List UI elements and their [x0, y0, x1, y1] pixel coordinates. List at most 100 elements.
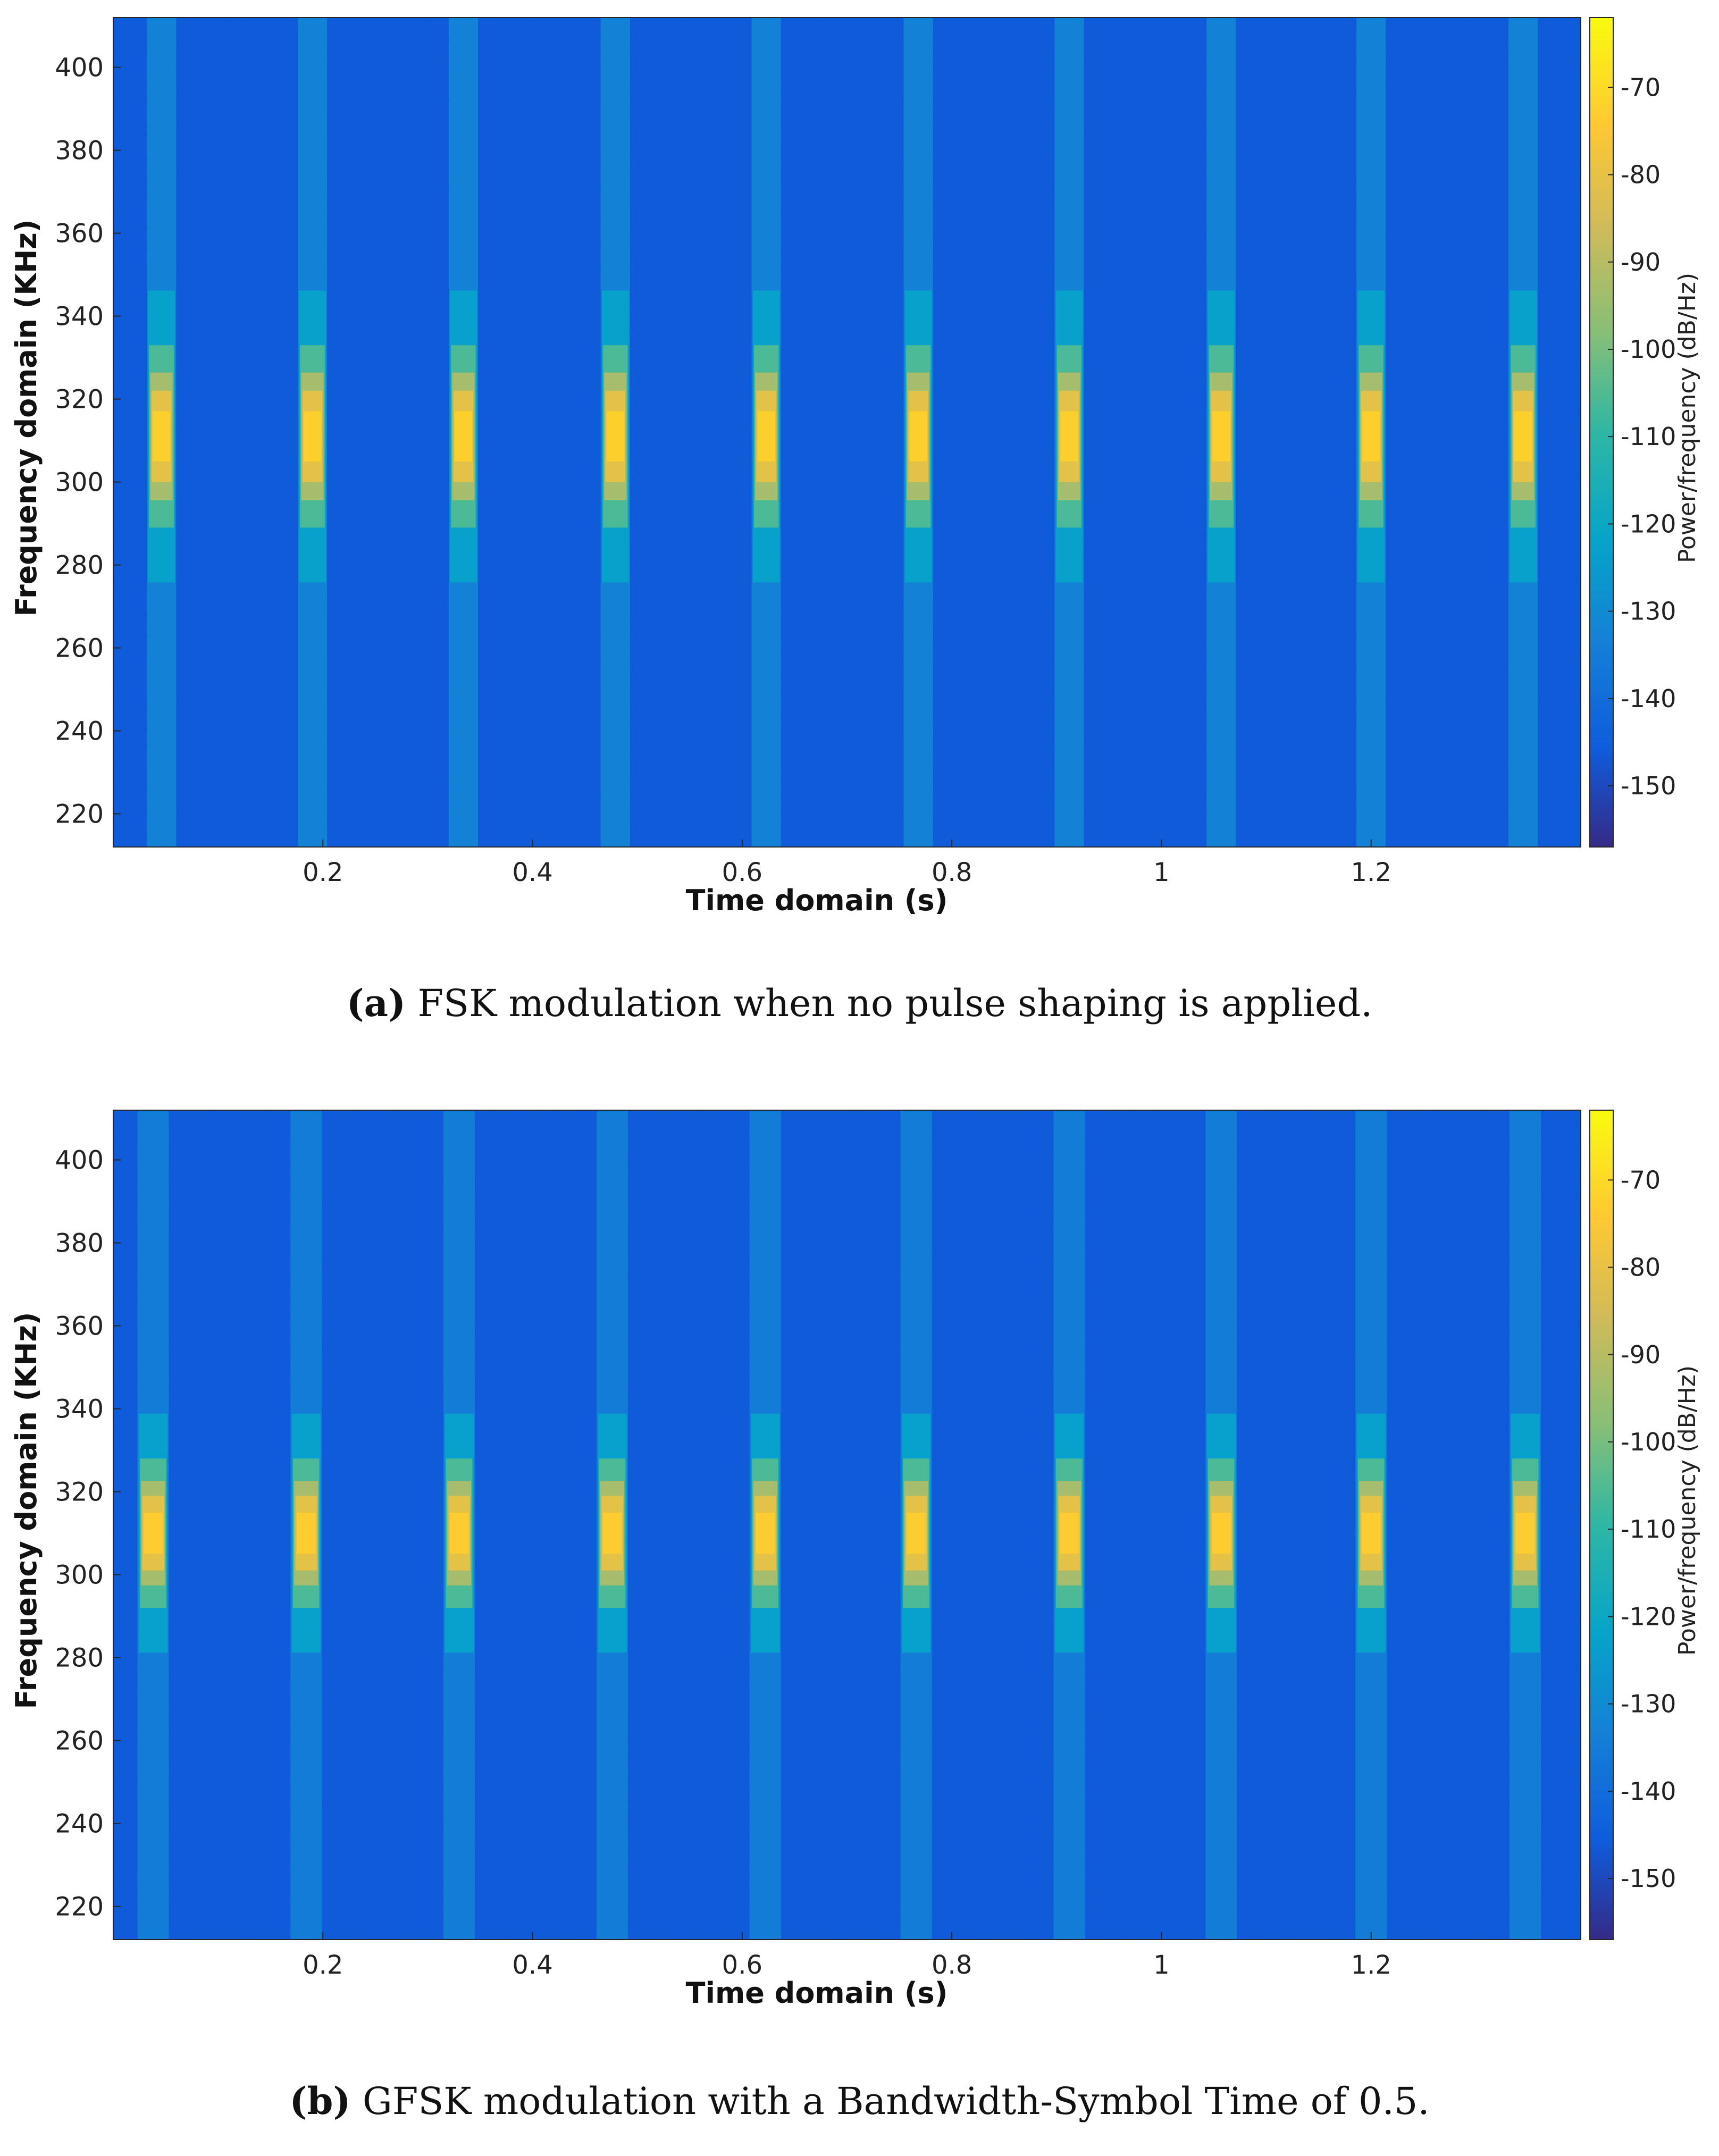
burst-7-layer-5 [1060, 411, 1078, 462]
burst-8-layer-5 [1212, 1512, 1231, 1554]
y-tick-label-8: 380 [55, 1229, 104, 1259]
caption-label-b: (b) [289, 2079, 351, 2123]
colorbar-gradient [1589, 1110, 1614, 1940]
y-tick-label-5: 320 [55, 385, 104, 415]
burst-6-layer-5 [909, 411, 927, 462]
burst-10 [1508, 18, 1538, 847]
burst-4 [600, 18, 630, 847]
burst-1 [137, 1110, 169, 1940]
burst-4-layer-5 [606, 411, 624, 462]
spectrogram-panel-a: 220 240 260 280 300 320 340 360 380 400 0.2 0.4 0.6… [0, 0, 1719, 1063]
x-tick-label-4: 1 [1153, 858, 1170, 887]
caption-text-a: FSK modulation when no pulse shaping is … [417, 981, 1373, 1025]
burst-8-layer-5 [1212, 411, 1230, 462]
y-axis-ticks-b: 220 240 260 280 300 320 340 360 380 400 [55, 1146, 121, 1922]
plot-area-a [113, 17, 1581, 848]
burst-9-layer-5 [1362, 411, 1380, 462]
burst-1-layer-5 [153, 411, 171, 462]
burst-7 [1053, 1110, 1085, 1940]
burst-7-layer-5 [1060, 1512, 1079, 1554]
y-tick-label-6: 340 [55, 1395, 104, 1424]
burst-9 [1356, 18, 1386, 847]
x-tick-label-3: 0.8 [932, 858, 972, 887]
burst-6 [900, 1110, 932, 1940]
burst-4-layer-5 [602, 1512, 622, 1554]
y-tick-label-8: 380 [55, 136, 104, 166]
burst-10 [1509, 1110, 1541, 1940]
plot-frame [113, 1110, 1581, 1940]
x-tick-label-2: 0.6 [722, 1950, 762, 1980]
burst-2-layer-5 [304, 411, 322, 462]
y-tick-label-4: 300 [55, 1561, 104, 1590]
burst-2 [297, 18, 328, 847]
x-axis-label-a: Time domain (s) [686, 884, 948, 917]
spectrogram-panel-b: 220 240 260 280 300 320 340 360 380 400 0.2 0.4 0.6… [0, 1093, 1719, 2156]
colorbar-tick-label-3: -100 [1621, 1428, 1676, 1456]
burst-10-layer-5 [1514, 411, 1532, 462]
x-tick-label-1: 0.4 [512, 1950, 552, 1980]
colorbar-tick-label-3: -100 [1621, 335, 1676, 364]
colorbar-tick-label-8: -150 [1621, 1864, 1676, 1893]
y-tick-label-3: 280 [55, 1643, 104, 1673]
x-axis-ticks-a: 0.2 0.4 0.6 0.8 1 1.2 [303, 840, 1391, 887]
y-axis-ticks-a: 220 240 260 280 300 320 340 360 380 400 [55, 53, 121, 829]
y-tick-label-7: 360 [55, 219, 104, 249]
colorbar-tick-label-7: -140 [1621, 1777, 1676, 1806]
burst-5 [749, 1110, 781, 1940]
x-tick-label-0: 0.2 [303, 858, 343, 887]
y-tick-label-4: 300 [55, 468, 104, 498]
x-tick-label-5: 1.2 [1351, 858, 1391, 887]
colorbar-label-b: Power/frequency (dB/Hz) [1674, 1365, 1701, 1656]
y-tick-label-2: 260 [55, 634, 104, 664]
x-axis-ticks-b: 0.2 0.4 0.6 0.8 1 1.2 [303, 1932, 1391, 1980]
y-tick-label-7: 360 [55, 1312, 104, 1341]
caption-b: (b) GFSK modulation with a Bandwidth-Sym… [0, 2079, 1719, 2123]
caption-text-b: GFSK modulation with a Bandwidth-Symbol … [362, 2079, 1430, 2123]
burst-5 [751, 18, 781, 847]
y-tick-label-9: 400 [55, 1146, 104, 1176]
burst-6 [903, 18, 933, 847]
burst-9-layer-5 [1361, 1512, 1381, 1554]
colorbar-gradient [1589, 17, 1614, 848]
colorbar-tick-label-1: -80 [1621, 161, 1661, 189]
caption-a: (a) FSK modulation when no pulse shaping… [0, 981, 1719, 1025]
x-tick-label-3: 0.8 [932, 1950, 972, 1980]
colorbar-tick-label-6: -130 [1621, 597, 1676, 626]
burst-3 [448, 18, 479, 847]
colorbar-tick-label-7: -140 [1621, 684, 1676, 713]
colorbar-tick-label-5: -120 [1621, 509, 1676, 538]
x-axis-label-b: Time domain (s) [686, 1976, 948, 2010]
burst-8 [1205, 1110, 1237, 1940]
colorbar-tick-label-0: -70 [1621, 1165, 1661, 1194]
spectrogram-noise [113, 1110, 1581, 1940]
x-tick-label-2: 0.6 [722, 858, 762, 887]
colorbar-tick-label-1: -80 [1621, 1253, 1661, 1282]
colorbar-b: -70 -80 -90 -100 -110 -120 -130 -140 -150 [1589, 1110, 1676, 1940]
burst-5-layer-5 [757, 411, 775, 462]
burst-5-layer-5 [756, 1512, 775, 1554]
burst-3 [443, 1110, 475, 1940]
colorbar-tick-label-0: -70 [1621, 73, 1661, 102]
burst-2-layer-5 [297, 1512, 316, 1554]
colorbar-tick-label-2: -90 [1621, 1340, 1661, 1369]
y-axis-label-a: Frequency domain (KHz) [10, 220, 43, 617]
y-tick-label-6: 340 [55, 302, 104, 332]
colorbar-tick-label-2: -90 [1621, 248, 1661, 276]
y-axis-label-b: Frequency domain (KHz) [10, 1312, 43, 1709]
x-tick-label-1: 0.4 [512, 858, 552, 887]
spectrogram-chart-b: 220 240 260 280 300 320 340 360 380 400 0.2 0.4 0.6… [10, 1110, 1701, 2010]
x-tick-label-4: 1 [1153, 1950, 1170, 1980]
y-tick-label-0: 220 [55, 800, 104, 829]
colorbar-tick-label-5: -120 [1621, 1602, 1676, 1631]
spectrogram-chart-a: 220 240 260 280 300 320 340 360 380 400 0.2 0.4 0.6… [10, 17, 1701, 917]
y-tick-label-5: 320 [55, 1478, 104, 1507]
burst-3-layer-5 [449, 1512, 469, 1554]
burst-10-layer-5 [1515, 1512, 1535, 1554]
plot-frame [113, 17, 1581, 848]
burst-7 [1054, 18, 1084, 847]
y-tick-label-2: 260 [55, 1726, 104, 1756]
burst-9 [1355, 1110, 1387, 1940]
y-tick-label-1: 240 [55, 1809, 104, 1839]
colorbar-a: -70 -80 -90 -100 -110 -120 -130 -140 -150 [1589, 17, 1676, 848]
colorbar-tick-label-8: -150 [1621, 771, 1676, 800]
